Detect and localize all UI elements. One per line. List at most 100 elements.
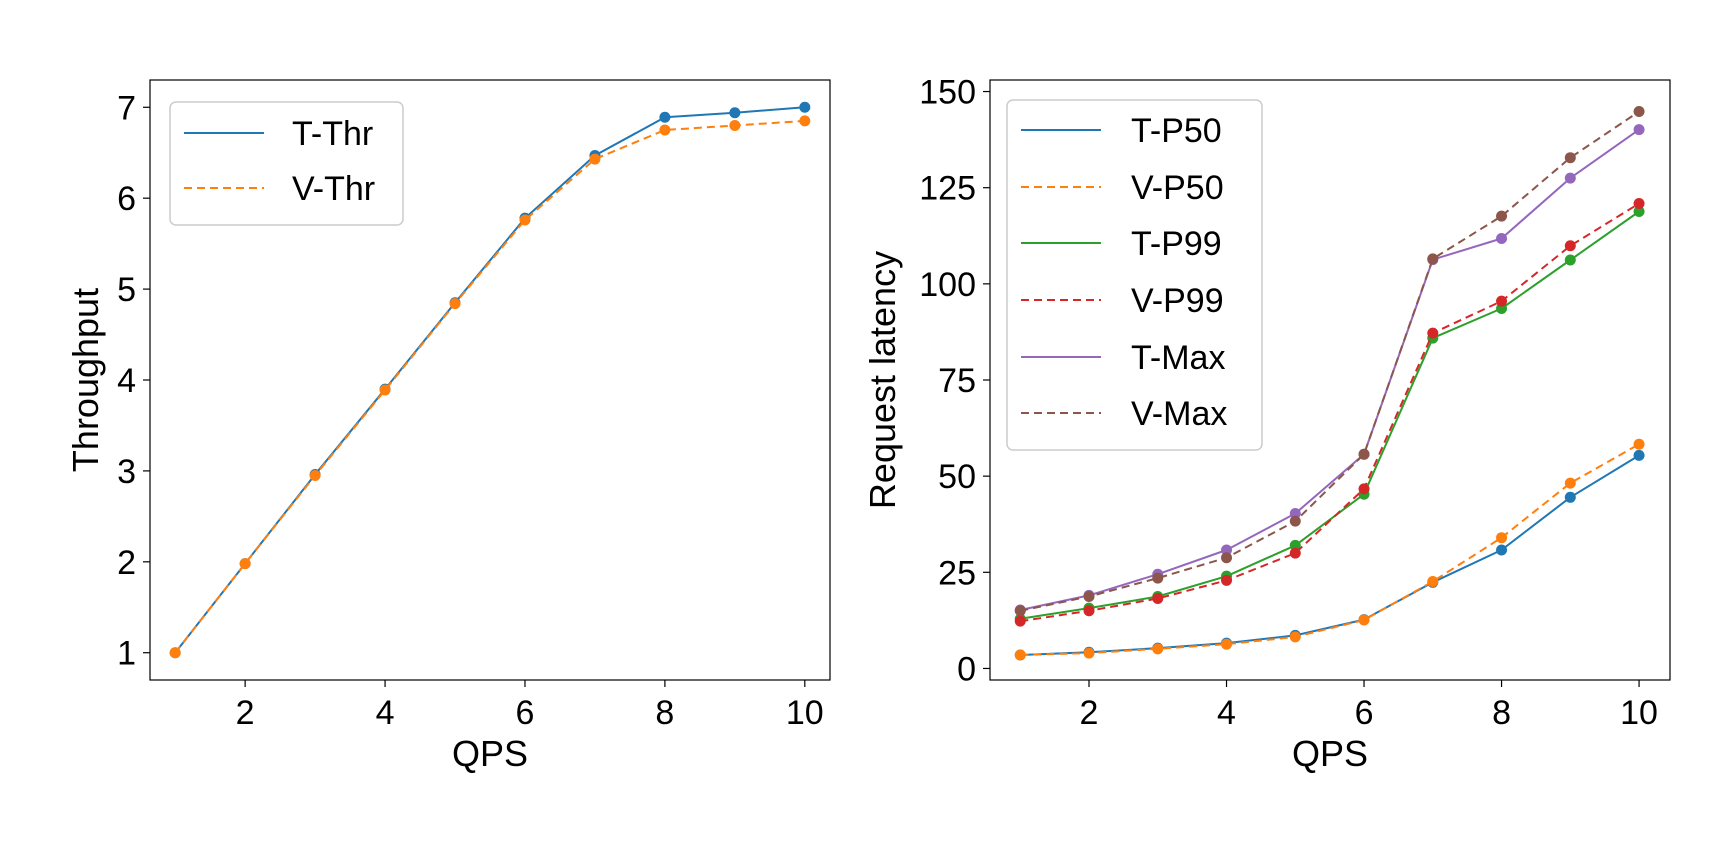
throughput-y-axis-label: Throughput <box>65 288 106 472</box>
series-line-v-p50 <box>1020 443 1640 656</box>
point-v-p50-9 <box>1564 477 1576 489</box>
series-line-v-max <box>1020 110 1640 612</box>
point-t-p50-9 <box>1564 491 1576 503</box>
throughput-y-tick-label-1: 1 <box>117 635 136 673</box>
point-v-thr-4 <box>379 384 391 396</box>
point-v-max-8 <box>1496 210 1508 222</box>
series-line-v-p99 <box>1020 202 1640 623</box>
latency-x-tick-label-6: 6 <box>1355 694 1374 732</box>
legend-entry-v-p50: V-P50 <box>1021 169 1224 207</box>
throughput-x-tick-label-2: 2 <box>236 694 255 732</box>
point-v-p50-10 <box>1633 438 1645 450</box>
throughput-y-tick-label-4: 4 <box>117 362 136 400</box>
legend-label-t-thr: T-Thr <box>292 115 373 153</box>
point-v-max-3 <box>1152 572 1164 584</box>
point-v-p99-5 <box>1289 547 1301 559</box>
point-t-thr-9 <box>729 107 741 119</box>
latency-x-tick-label-8: 8 <box>1492 694 1511 732</box>
latency-y-tick-label-0: 0 <box>957 650 976 688</box>
point-t-thr-10 <box>799 101 811 113</box>
latency-legend: T-P50 V-P50 T-P99 V-P99 T-Max V-Max <box>1006 99 1263 451</box>
point-t-p99-10 <box>1633 206 1645 218</box>
point-v-p99-2 <box>1083 605 1095 617</box>
series-line-t-p50 <box>1020 454 1640 656</box>
point-v-thr-8 <box>659 124 671 136</box>
point-t-p99-9 <box>1564 254 1576 266</box>
throughput-y-tick-label-7: 7 <box>117 89 136 127</box>
point-v-p99-6 <box>1358 483 1370 495</box>
throughput-x-axis-label: QPS <box>452 733 528 774</box>
point-t-thr-8 <box>659 111 671 123</box>
legend-entry-t-p50: T-P50 <box>1021 112 1222 150</box>
legend-entry-v-max: V-Max <box>1021 395 1227 433</box>
point-v-p99-10 <box>1633 197 1645 209</box>
throughput-x-tick-label-6: 6 <box>516 694 535 732</box>
latency-y-tick-label-125: 125 <box>919 170 976 208</box>
point-v-thr-2 <box>239 558 251 570</box>
throughput-x-tick-label-8: 8 <box>655 694 674 732</box>
legend-label-t-p50: T-P50 <box>1131 112 1222 150</box>
latency-x-tick-label-2: 2 <box>1080 694 1099 732</box>
point-v-max-2 <box>1083 591 1095 603</box>
legend-entry-v-p99: V-P99 <box>1021 282 1224 320</box>
point-v-thr-10 <box>799 115 811 127</box>
legend-label-v-p99: V-P99 <box>1131 282 1224 320</box>
legend-label-t-max: T-Max <box>1131 339 1225 377</box>
throughput-y-tick-label-5: 5 <box>117 271 136 309</box>
point-v-p50-4 <box>1221 638 1233 650</box>
latency-y-tick-label-50: 50 <box>938 458 976 496</box>
legend-entry-t-thr: T-Thr <box>184 115 373 153</box>
point-v-thr-9 <box>729 119 741 131</box>
latency-y-tick-label-75: 75 <box>938 362 976 400</box>
point-t-max-8 <box>1496 232 1508 244</box>
point-v-p50-2 <box>1083 647 1095 659</box>
point-v-max-4 <box>1221 552 1233 564</box>
point-v-p99-9 <box>1564 240 1576 252</box>
point-v-thr-7 <box>589 153 601 165</box>
point-v-thr-6 <box>519 214 531 226</box>
point-v-thr-1 <box>169 647 181 659</box>
point-v-p99-3 <box>1152 592 1164 604</box>
legend-label-t-p99: T-P99 <box>1131 225 1222 263</box>
legend-label-v-thr: V-Thr <box>292 170 375 208</box>
latency-legend-box <box>1006 99 1263 451</box>
latency-y-tick-label-25: 25 <box>938 554 976 592</box>
point-t-p50-10 <box>1633 449 1645 461</box>
latency-x-tick-label-4: 4 <box>1217 694 1236 732</box>
point-v-p50-3 <box>1152 643 1164 655</box>
point-v-max-5 <box>1289 515 1301 527</box>
point-v-p50-5 <box>1289 631 1301 643</box>
point-v-p50-8 <box>1496 532 1508 544</box>
legend-entry-t-p99: T-P99 <box>1021 225 1222 263</box>
point-v-p50-1 <box>1014 649 1026 661</box>
throughput-x-tick-label-10: 10 <box>786 694 824 732</box>
series-line-v-thr <box>174 119 805 654</box>
throughput-legend: T-Thr V-Thr <box>169 101 404 226</box>
throughput-series-layer <box>169 101 811 659</box>
point-v-p99-7 <box>1427 327 1439 339</box>
point-v-max-9 <box>1564 152 1576 164</box>
point-v-thr-3 <box>309 469 321 481</box>
point-t-max-4 <box>1221 544 1233 556</box>
throughput-x-tick-label-4: 4 <box>376 694 395 732</box>
latency-y-axis-label: Request latency <box>862 251 903 509</box>
legend-label-v-p50: V-P50 <box>1131 169 1224 207</box>
point-v-max-1 <box>1014 605 1026 617</box>
point-v-p99-1 <box>1014 615 1026 627</box>
point-v-max-10 <box>1633 106 1645 118</box>
throughput-y-tick-label-3: 3 <box>117 453 136 491</box>
point-v-max-7 <box>1427 253 1439 265</box>
latency-y-tick-label-100: 100 <box>919 266 976 304</box>
latency-series-layer <box>1014 106 1645 661</box>
point-t-max-5 <box>1289 507 1301 519</box>
point-v-thr-5 <box>449 298 461 310</box>
point-t-max-9 <box>1564 172 1576 184</box>
point-v-p50-7 <box>1427 576 1439 588</box>
latency-x-axis-label: QPS <box>1292 733 1368 774</box>
throughput-y-tick-label-6: 6 <box>117 180 136 218</box>
point-t-p99-5 <box>1289 539 1301 551</box>
